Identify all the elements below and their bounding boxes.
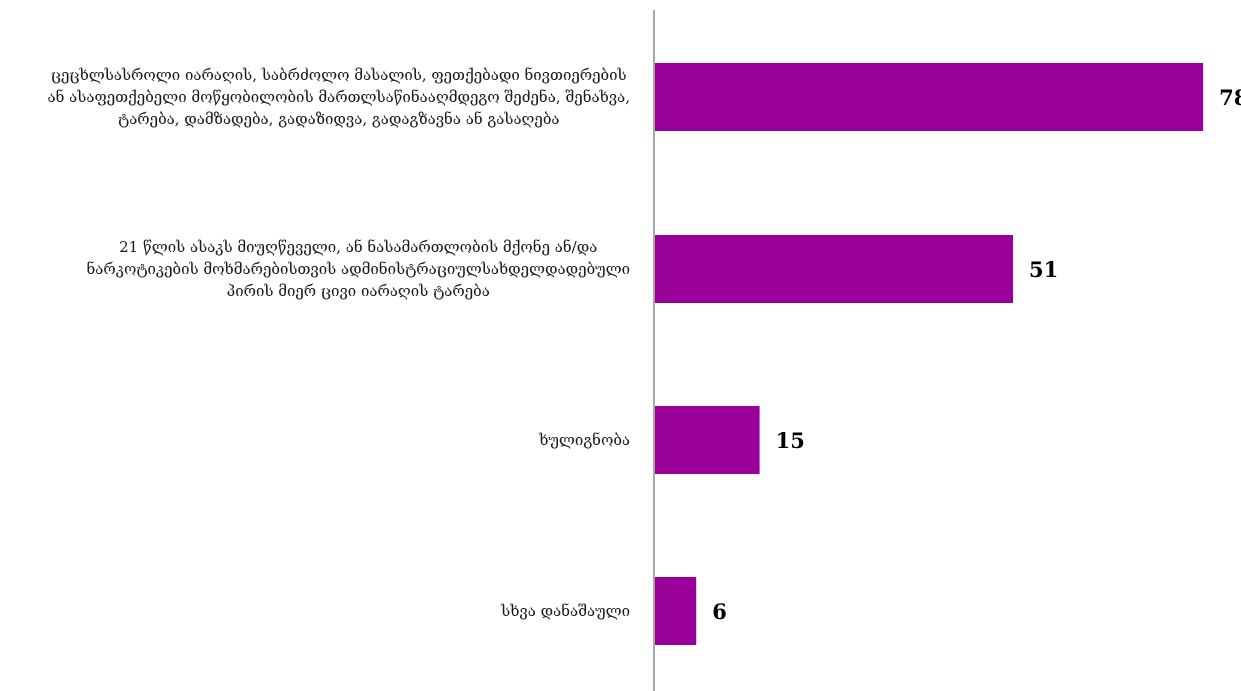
bar-3 — [654, 577, 697, 645]
category-label-3-line-0: სხვა დანაშაული — [500, 602, 630, 620]
bar-2 — [654, 406, 760, 474]
value-label-3: 6 — [712, 599, 727, 624]
category-label-1-line-1: ნარკოტიკების მოხმარებისთვის ადმინისტრაცი… — [87, 260, 631, 278]
category-label-0: ცეცხლსასროლი იარაღის, საბრძოლო მასალის, … — [48, 66, 631, 128]
value-label-0: 78 — [1219, 85, 1241, 110]
category-label-0-line-0: ცეცხლსასროლი იარაღის, საბრძოლო მასალის, … — [51, 66, 627, 84]
bar-0 — [654, 63, 1204, 131]
bar-1 — [654, 235, 1014, 303]
category-label-1: 21 წლის ასაკს მიუღწეველი, ან ნასამართლობ… — [87, 238, 631, 300]
value-label-1: 51 — [1029, 257, 1058, 282]
value-label-2: 15 — [776, 428, 805, 453]
category-labels-layer: ცეცხლსასროლი იარაღის, საბრძოლო მასალის, … — [48, 66, 631, 620]
category-label-2: ხულიგნობა — [538, 431, 630, 449]
category-label-3: სხვა დანაშაული — [500, 602, 630, 620]
category-label-1-line-2: პირის მიერ ცივი იარაღის ტარება — [227, 282, 490, 300]
value-labels-layer: 78 51 15 6 — [712, 85, 1241, 624]
bars-layer — [654, 63, 1204, 645]
category-label-1-line-0: 21 წლის ასაკს მიუღწეველი, ან ნასამართლობ… — [119, 238, 597, 256]
category-label-2-line-0: ხულიგნობა — [538, 431, 630, 449]
category-label-0-line-2: ტარება, დამზადება, გადაზიდვა, გადაგზავნა… — [118, 110, 560, 128]
category-label-0-line-1: ან ასაფეთქებელი მოწყობილობის მართლსაწინა… — [48, 88, 631, 106]
